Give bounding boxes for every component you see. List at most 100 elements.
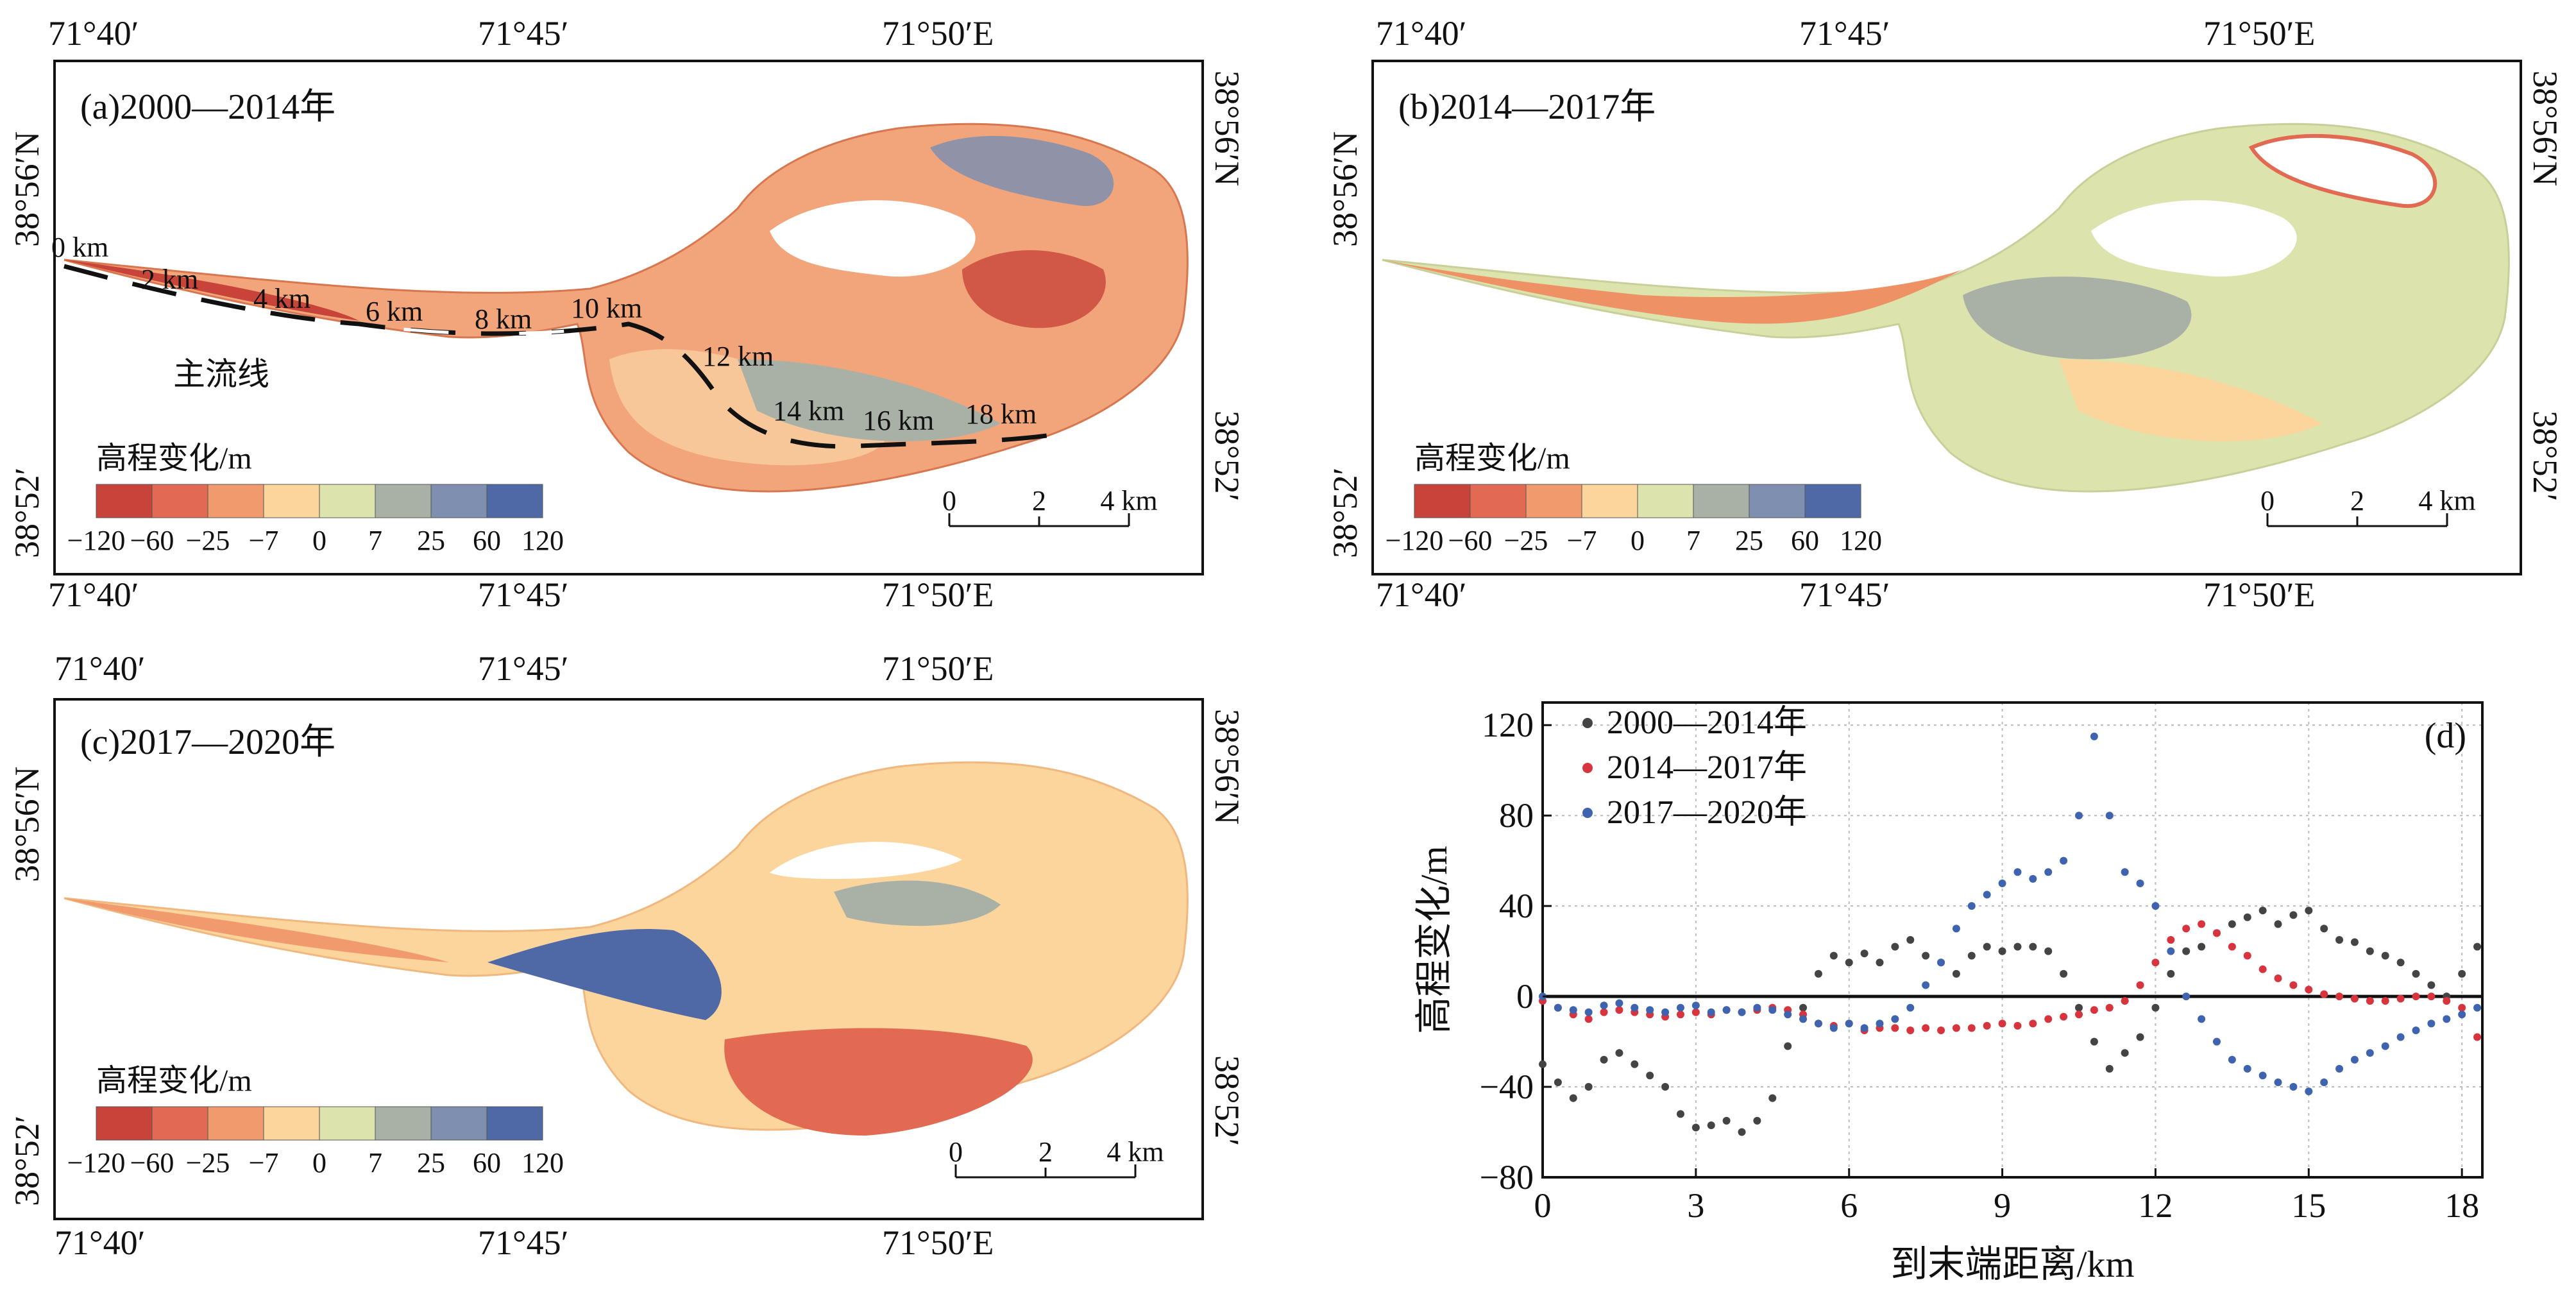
map-panel-c: (c)2017—2020年 高程变化/m −120 −60 −25 −7 0 7 25 60 1… (8, 649, 1246, 1262)
scale-bar: 0 2 4 km (2260, 485, 2476, 527)
series-1 (1539, 907, 2482, 1136)
legend-tick: 25 (1735, 525, 1763, 556)
legend-tick: 7 (368, 525, 382, 556)
data-point (2167, 947, 2175, 955)
data-point (1768, 1094, 1777, 1102)
data-point (2305, 907, 2313, 915)
data-point (1646, 1006, 1654, 1014)
data-point (2366, 947, 2374, 955)
data-point (1967, 1024, 1976, 1032)
legend-tick: −120 (67, 1147, 126, 1179)
legend-marker (1582, 763, 1593, 773)
legend-swatch (319, 484, 376, 518)
plot-frame (1541, 701, 2484, 1179)
data-point (2473, 1033, 2482, 1041)
x-axis-label: 到末端距离/km (1890, 1243, 2134, 1285)
data-point (1952, 1024, 1960, 1032)
distance-label: 2 km (141, 264, 198, 295)
lon-label: 71°50′E (2203, 575, 2315, 609)
data-point (2090, 732, 2098, 740)
lon-label: 71°50′E (882, 14, 994, 53)
legend-tick: −25 (186, 1147, 230, 1179)
flowline-label: 主流线 (173, 356, 269, 392)
data-point (1600, 1008, 1608, 1016)
legend-swatch (486, 484, 543, 518)
data-point (1676, 1010, 1684, 1019)
legend-swatch (375, 484, 432, 518)
lat-label: 38°56′N (1326, 132, 1364, 247)
legend-swatch (1749, 484, 1806, 518)
legend-tick: −60 (130, 1147, 174, 1179)
data-point (2182, 947, 2190, 955)
data-point (2289, 981, 2298, 989)
legend-swatch (1804, 484, 1861, 518)
data-point (1998, 947, 2006, 955)
lon-label: 71°45′ (478, 649, 568, 688)
data-point (1952, 969, 1960, 978)
legend-swatch (207, 484, 264, 518)
data-point (2212, 1037, 2221, 1046)
data-point (1676, 1110, 1684, 1118)
x-tick-label: 3 (1687, 1186, 1704, 1225)
data-point (1799, 1003, 1808, 1012)
data-point (1906, 936, 1915, 944)
data-point (1983, 942, 1991, 951)
data-point (1922, 951, 1930, 960)
data-point (2013, 942, 2022, 951)
data-point (1554, 1003, 1562, 1012)
data-point (2366, 1049, 2374, 1057)
legend-swatch (375, 1106, 432, 1141)
lat-label: 38°52′ (2526, 411, 2564, 501)
lon-label: 71°45′ (1799, 14, 1890, 53)
lon-label: 71°45′ (1799, 575, 1890, 609)
data-point (2305, 985, 2313, 994)
data-point (1814, 969, 1822, 978)
data-point (2274, 1078, 2282, 1086)
data-point (1600, 1001, 1608, 1010)
legend-tick: −60 (130, 525, 174, 556)
legend-tick: −120 (67, 525, 126, 556)
y-axis-label: 高程变化/m (1413, 846, 1455, 1034)
data-point (1631, 1003, 1639, 1012)
data-point (1753, 1116, 1761, 1125)
data-point (1998, 879, 2006, 887)
legend-swatch (263, 1106, 320, 1141)
distance-label: 10 km (571, 293, 642, 324)
legend-tick: 25 (417, 1147, 445, 1179)
legend-title: 高程变化/m (96, 441, 252, 475)
data-point (2105, 1064, 2114, 1073)
lat-label: 38°56′N (1208, 709, 1246, 824)
data-point (1860, 1024, 1868, 1032)
scale-bar: 0 2 4 km (949, 1136, 1164, 1179)
scale-tick: 2 (1038, 1136, 1053, 1168)
data-point (2198, 920, 2206, 928)
data-point (1738, 1008, 1746, 1016)
data-point (1799, 1015, 1808, 1023)
data-point (1584, 1083, 1593, 1091)
data-point (2320, 1078, 2328, 1086)
legend-tick: 0 (312, 525, 326, 556)
legend-swatch (151, 484, 208, 518)
data-point (2228, 1055, 2236, 1064)
data-point (1891, 1024, 1899, 1032)
data-point (1661, 1008, 1670, 1016)
legend-tick: 60 (1791, 525, 1819, 556)
lon-label: 71°40′ (55, 1223, 145, 1262)
data-point (2044, 868, 2053, 876)
legend-tick: −25 (1504, 525, 1548, 556)
data-point (2473, 1003, 2482, 1012)
y-tick-label: 40 (1499, 887, 1534, 925)
data-point (2427, 993, 2436, 1001)
legend-tick: 120 (1840, 525, 1882, 556)
data-point (2289, 911, 2298, 919)
data-point (1691, 1123, 1700, 1132)
data-point (2060, 856, 2068, 865)
x-tick-label: 6 (1840, 1186, 1858, 1225)
data-point (2090, 1006, 2098, 1014)
data-point (2396, 958, 2405, 967)
legend-swatch (1414, 484, 1471, 518)
lat-label: 38°56′N (1208, 71, 1246, 186)
data-point (1753, 1003, 1761, 1012)
data-point (2458, 1003, 2466, 1012)
data-point (2151, 902, 2160, 910)
